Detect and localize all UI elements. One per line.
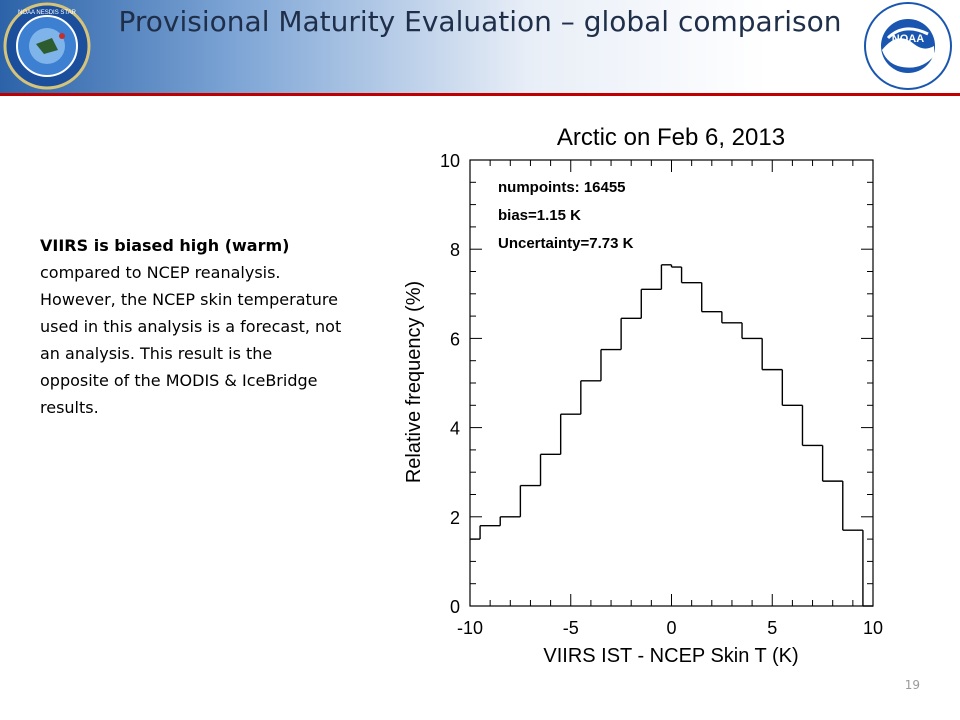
x-tick-label: 0 [666,618,676,638]
histogram-chart: Arctic on Feb 6, 2013 Relative frequency… [403,124,883,667]
chart-title: Arctic on Feb 6, 2013 [557,124,785,151]
y-tick-label: 8 [450,240,460,260]
noaa-logo: NOAA [864,2,952,90]
description-bold: VIIRS is biased high (warm) [40,236,290,255]
y-tick-label: 6 [450,329,460,349]
x-tick-label: 5 [767,618,777,638]
axes [469,159,874,607]
chart-annotation: Uncertainty=7.73 K [498,235,634,252]
plot-frame [469,159,874,607]
ticks: -10 -5 0 5 10 0 2 4 6 8 10 [440,151,883,638]
y-tick-label: 10 [440,151,460,171]
y-tick-label: 2 [450,508,460,528]
slide-description: VIIRS is biased high (warm) compared to … [40,232,345,421]
y-tick-label: 4 [450,419,460,439]
y-axis-label: Relative frequency (%) [403,281,425,483]
svg-text:NOAA NESDIS STAR: NOAA NESDIS STAR [18,10,77,16]
x-tick-label: -5 [563,618,579,638]
y-tick-label: 0 [450,597,460,617]
slide-title: Provisional Maturity Evaluation – global… [118,5,842,38]
slide-header: NOAA NESDIS STAR Provisional Maturity Ev… [0,0,960,96]
x-tick-label: 10 [863,618,883,638]
chart-annotation: bias=1.15 K [498,207,581,224]
histogram-bars [470,264,873,607]
x-axis-label: VIIRS IST - NCEP Skin T (K) [543,645,798,667]
description-text: compared to NCEP reanalysis. However, th… [40,263,342,417]
slide-number: 19 [904,678,920,692]
chart-annotation: numpoints: 16455 [498,179,626,196]
annotations: numpoints: 16455 bias=1.15 K Uncertainty=7… [498,179,634,252]
x-tick-label: -10 [457,618,483,638]
noaa-nesdis-star-logo: NOAA NESDIS STAR [3,2,91,90]
svg-text:NOAA: NOAA [892,33,924,45]
